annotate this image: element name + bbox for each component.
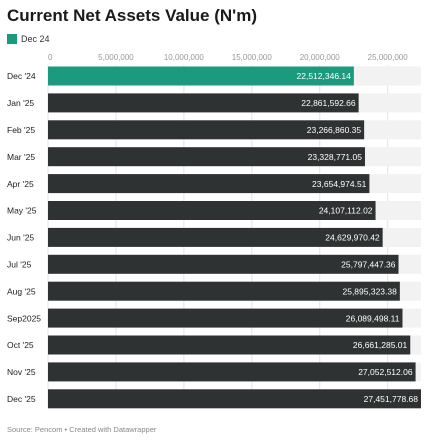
x-tick-label: 10,000,000 [164, 53, 205, 62]
x-tick-label: 20,000,000 [300, 53, 341, 62]
category-label: Sep2025 [7, 313, 41, 323]
value-label: 22,512,346.14 [297, 71, 352, 81]
value-label: 26,661,285.01 [353, 340, 408, 350]
category-label: Dec '24 [7, 71, 36, 81]
source-note: Source: Pencom • Created with Datawrappe… [7, 425, 157, 434]
category-label: Oct '25 [7, 340, 34, 350]
category-label: Jan '25 [7, 98, 34, 108]
legend-swatch [7, 34, 17, 44]
bar [48, 335, 411, 355]
bar [48, 174, 370, 194]
bar [48, 254, 399, 274]
category-label: Feb '25 [7, 125, 35, 135]
x-tick-label: 0 [48, 53, 53, 62]
value-label: 25,895,323.38 [342, 286, 397, 296]
x-tick-label: 15,000,000 [232, 53, 273, 62]
bar [48, 389, 421, 409]
bar [48, 66, 354, 86]
value-label: 24,629,970.42 [325, 233, 380, 243]
value-label: 23,328,771.05 [308, 152, 363, 162]
category-label: Aug '25 [7, 286, 36, 296]
value-label: 27,451,778.68 [364, 394, 419, 404]
x-tick-label: 25,000,000 [368, 53, 409, 62]
value-label: 27,052,512.06 [358, 367, 413, 377]
bar-chart: 0 5,000,000 10,000,000 15,000,000 20,000,000… [7, 53, 421, 409]
value-label: 24,107,112.02 [319, 206, 373, 216]
chart-title: Current Net Assets Value (N'm) [7, 6, 257, 25]
value-label: 23,654,974.51 [312, 179, 367, 189]
category-label: Apr '25 [7, 179, 34, 189]
legend-label: Dec 24 [21, 34, 50, 44]
category-label: Jun '25 [7, 233, 34, 243]
bar [48, 201, 376, 220]
legend: Dec 24 [7, 33, 50, 45]
value-label: 26,089,498.11 [346, 313, 400, 323]
bar [48, 93, 359, 113]
x-tick-label: 5,000,000 [98, 53, 134, 62]
bar [48, 120, 365, 140]
category-label: Dec '25 [7, 394, 36, 404]
bar [48, 227, 383, 247]
bar [48, 147, 365, 167]
bar [48, 362, 416, 382]
value-label: 22,861,592.66 [301, 98, 356, 108]
bar [48, 308, 403, 328]
category-label: May '25 [7, 206, 37, 216]
value-label: 23,266,860.35 [307, 125, 362, 135]
category-label: Mar '25 [7, 152, 35, 162]
category-label: Jul '25 [7, 260, 32, 270]
value-label: 25,797,447.36 [341, 260, 396, 270]
bar [48, 281, 400, 301]
category-label: Nov '25 [7, 367, 36, 377]
